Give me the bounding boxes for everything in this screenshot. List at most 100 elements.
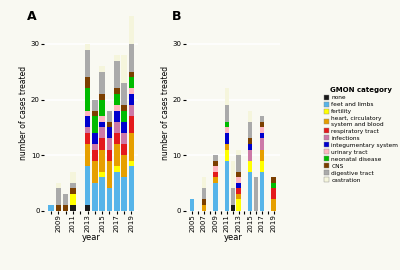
Bar [271, 177, 276, 183]
Bar [248, 111, 252, 122]
Bar [213, 166, 218, 172]
X-axis label: year: year [82, 233, 101, 242]
Bar [260, 133, 264, 139]
Bar [236, 188, 241, 194]
Bar [248, 172, 252, 211]
Bar [129, 166, 134, 211]
Bar [129, 77, 134, 88]
Bar [100, 150, 105, 172]
Bar [114, 111, 120, 122]
Bar [107, 150, 112, 161]
Bar [225, 88, 229, 105]
Bar [114, 55, 120, 61]
Bar [190, 200, 194, 211]
Bar [236, 194, 241, 200]
Text: A: A [27, 10, 37, 23]
Bar [107, 161, 112, 188]
Bar [100, 139, 105, 150]
Bar [225, 133, 229, 144]
Bar [248, 161, 252, 172]
Bar [225, 144, 229, 150]
Bar [85, 205, 90, 211]
Bar [248, 122, 252, 139]
Bar [70, 188, 76, 194]
Bar [121, 122, 127, 133]
Bar [63, 205, 68, 211]
Bar [129, 44, 134, 72]
Bar [260, 150, 264, 161]
Bar [114, 88, 120, 94]
Bar [121, 155, 127, 177]
Bar [114, 166, 120, 172]
Bar [213, 155, 218, 161]
Bar [121, 111, 127, 122]
Bar [92, 161, 98, 183]
Bar [56, 188, 61, 205]
Bar [114, 122, 120, 133]
Bar [121, 83, 127, 105]
Bar [70, 205, 76, 211]
Bar [231, 188, 235, 205]
Bar [114, 133, 120, 144]
Bar [100, 94, 105, 100]
Bar [107, 139, 112, 150]
Bar [85, 144, 90, 166]
Bar [129, 72, 134, 77]
Bar [231, 161, 235, 188]
Bar [121, 133, 127, 144]
Bar [248, 144, 252, 150]
Bar [213, 161, 218, 166]
Bar [121, 177, 127, 211]
Bar [100, 116, 105, 122]
Bar [85, 133, 90, 144]
Y-axis label: number of cases treated: number of cases treated [19, 66, 28, 160]
Bar [100, 172, 105, 177]
Bar [85, 49, 90, 77]
Y-axis label: number of cases treated: number of cases treated [161, 66, 170, 160]
Bar [260, 139, 264, 150]
Bar [129, 88, 134, 94]
Bar [225, 127, 229, 133]
Bar [260, 127, 264, 133]
Bar [202, 200, 206, 205]
Bar [236, 200, 241, 211]
Bar [129, 94, 134, 105]
Bar [48, 205, 54, 211]
Bar [236, 155, 241, 172]
Bar [114, 94, 120, 105]
Bar [85, 88, 90, 111]
X-axis label: year: year [223, 233, 242, 242]
Bar [63, 194, 68, 205]
Bar [202, 177, 206, 188]
Bar [236, 150, 241, 155]
Text: B: B [172, 10, 181, 23]
Bar [129, 105, 134, 116]
Bar [92, 133, 98, 144]
Bar [85, 116, 90, 127]
Bar [100, 100, 105, 116]
Bar [107, 111, 112, 122]
Bar [129, 161, 134, 166]
Bar [213, 177, 218, 183]
Bar [100, 72, 105, 94]
Legend: none, feet and limbs, fertility, heart, circulatory
system and blood, respirator: none, feet and limbs, fertility, heart, … [322, 86, 400, 184]
Bar [271, 183, 276, 188]
Bar [92, 111, 98, 116]
Bar [100, 177, 105, 211]
Bar [92, 150, 98, 161]
Bar [114, 144, 120, 166]
Bar [225, 122, 229, 127]
Bar [114, 61, 120, 88]
Bar [225, 105, 229, 122]
Bar [56, 205, 61, 211]
Bar [100, 66, 105, 72]
Bar [107, 188, 112, 211]
Bar [236, 177, 241, 183]
Bar [70, 194, 76, 205]
Bar [114, 105, 120, 111]
Bar [92, 100, 98, 111]
Bar [70, 183, 76, 188]
Bar [225, 150, 229, 161]
Bar [56, 183, 61, 188]
Bar [85, 111, 90, 116]
